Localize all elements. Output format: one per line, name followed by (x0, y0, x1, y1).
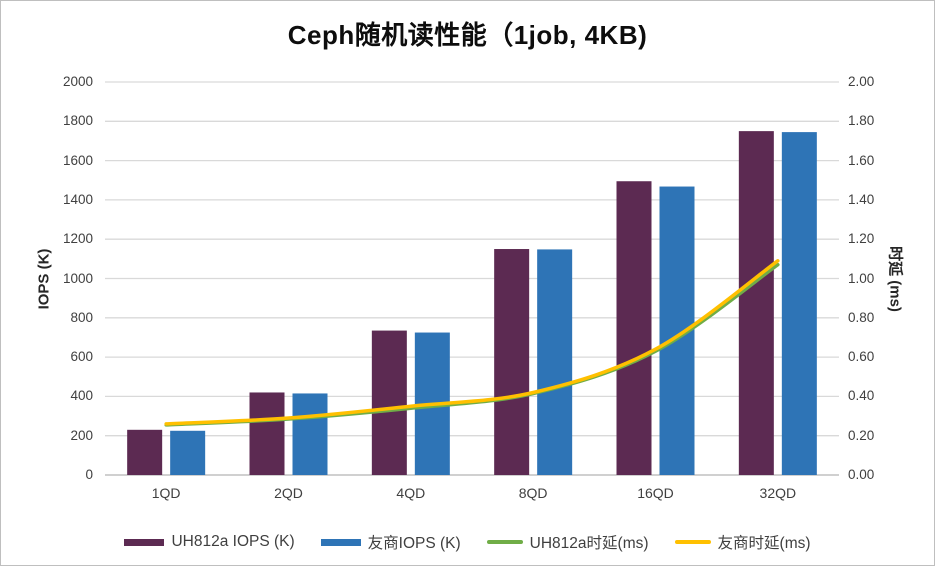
bar-youshang-2qd (292, 393, 328, 475)
bar-youshang-1qd (170, 430, 206, 475)
line-youshang-latency (164, 259, 780, 426)
right-axis-tick: 2.00 (848, 74, 875, 89)
legend: UH812a IOPS (K) 友商IOPS (K) UH812a时延(ms) 友商时… (1, 531, 934, 553)
bar-uh812a-4qd (371, 330, 407, 475)
right-axis-title: 时延 (ms) (886, 246, 904, 312)
legend-item-3: 友商时延(ms) (674, 531, 811, 553)
category-label-16qd: 16QD (637, 485, 674, 501)
right-axis-tick: 0.00 (848, 467, 875, 482)
bar-uh812a-16qd (616, 181, 652, 476)
legend-item-2: UH812a时延(ms) (486, 531, 649, 553)
right-axis-tick: 1.80 (848, 113, 875, 129)
legend-label: 友商时延(ms) (717, 535, 811, 552)
legend-bar-swatch-icon (124, 538, 165, 546)
legend-item-1: 友商IOPS (K) (320, 531, 461, 553)
legend-item-0: UH812a IOPS (K) (124, 533, 295, 551)
left-axis-title: IOPS (K) (35, 248, 53, 310)
left-axis-tick: 1000 (62, 270, 93, 286)
legend-line-swatch-icon (486, 540, 523, 544)
left-axis-tick: 0 (85, 467, 93, 482)
right-axis-tick: 1.00 (848, 270, 875, 286)
left-axis-tick: 600 (70, 349, 93, 365)
bar-uh812a-32qd (738, 131, 774, 475)
legend-label: UH812a IOPS (K) (171, 533, 295, 550)
right-axis-tick: 0.80 (848, 309, 875, 325)
right-axis-tick: 1.20 (848, 231, 875, 247)
bar-youshang-8qd (537, 249, 573, 475)
right-axis-tick: 0.60 (848, 349, 875, 365)
bar-uh812a-1qd (127, 429, 163, 475)
legend-label: UH812a时延(ms) (529, 535, 649, 552)
left-axis-tick: 1600 (62, 152, 93, 168)
left-axis-tick: 1400 (62, 191, 93, 207)
left-axis-tick: 2000 (62, 74, 93, 89)
right-axis-tick: 1.60 (848, 152, 875, 168)
legend-line-swatch-icon (674, 540, 711, 544)
right-axis-tick: 0.40 (848, 388, 875, 404)
right-axis-tick: 1.40 (848, 191, 875, 207)
left-axis-tick: 1800 (62, 113, 93, 129)
left-axis-tick: 1200 (62, 231, 93, 247)
right-axis-tick: 0.20 (848, 427, 875, 443)
legend-label: 友商IOPS (K) (367, 535, 461, 552)
category-label-8qd: 8QD (518, 485, 548, 501)
category-label-2qd: 2QD (274, 485, 303, 501)
bar-uh812a-8qd (494, 249, 530, 475)
bar-youshang-32qd (781, 132, 817, 476)
left-axis-tick: 400 (70, 388, 93, 404)
category-label-32qd: 32QD (759, 485, 797, 501)
left-axis-tick: 200 (70, 427, 93, 443)
left-axis-tick: 800 (70, 309, 93, 325)
legend-bar-swatch-icon (320, 538, 361, 546)
chart-title: Ceph随机读性能（1job, 4KB) (287, 20, 648, 50)
bar-uh812a-2qd (249, 392, 285, 475)
category-label-1qd: 1QD (151, 485, 181, 501)
category-label-4qd: 4QD (396, 485, 426, 501)
